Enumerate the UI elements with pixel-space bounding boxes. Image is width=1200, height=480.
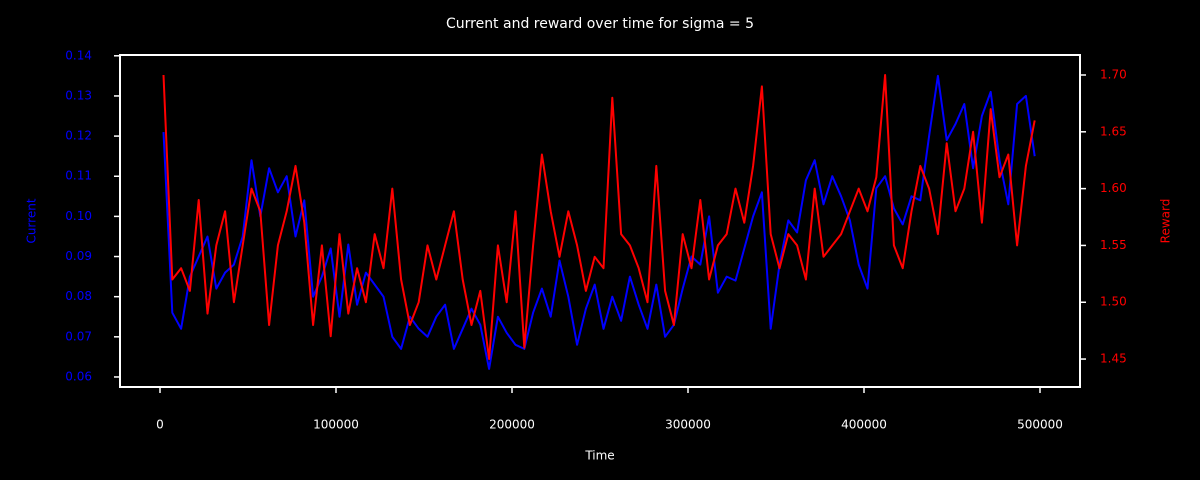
y2-tick-label: 1.60 [1100, 181, 1127, 195]
y2-tick-label: 1.50 [1100, 295, 1127, 309]
chart-title: Current and reward over time for sigma =… [446, 16, 754, 32]
y-tick-label: 0.09 [65, 249, 92, 263]
y2-tick-label: 1.70 [1100, 67, 1127, 81]
plot-frame [119, 54, 1081, 388]
x-tick-label: 0 [156, 418, 164, 432]
y-tick-label: 0.13 [65, 88, 92, 102]
y2-axis-label: Reward [1159, 199, 1173, 244]
x-tick-label: 400000 [841, 418, 887, 432]
y-tick-label: 0.10 [65, 209, 92, 223]
x-tick-label: 500000 [1017, 418, 1063, 432]
y-tick-label: 0.14 [65, 48, 92, 62]
y-axis-label: Current [25, 198, 39, 243]
y-tick-label: 0.12 [65, 129, 92, 143]
y2-tick-label: 1.55 [1100, 238, 1127, 252]
y-tick-label: 0.11 [65, 169, 92, 183]
x-axis-label: Time [584, 449, 614, 463]
y2-tick-label: 1.45 [1100, 352, 1127, 366]
y-tick-label: 0.06 [65, 369, 92, 383]
series-line [162, 74, 1036, 360]
series-line [162, 74, 1036, 370]
y-tick-label: 0.07 [65, 329, 92, 343]
x-tick-label: 100000 [313, 418, 359, 432]
y2-tick-label: 1.65 [1100, 124, 1127, 138]
x-tick-label: 200000 [489, 418, 535, 432]
y-tick-label: 0.08 [65, 289, 92, 303]
x-tick-label: 300000 [665, 418, 711, 432]
